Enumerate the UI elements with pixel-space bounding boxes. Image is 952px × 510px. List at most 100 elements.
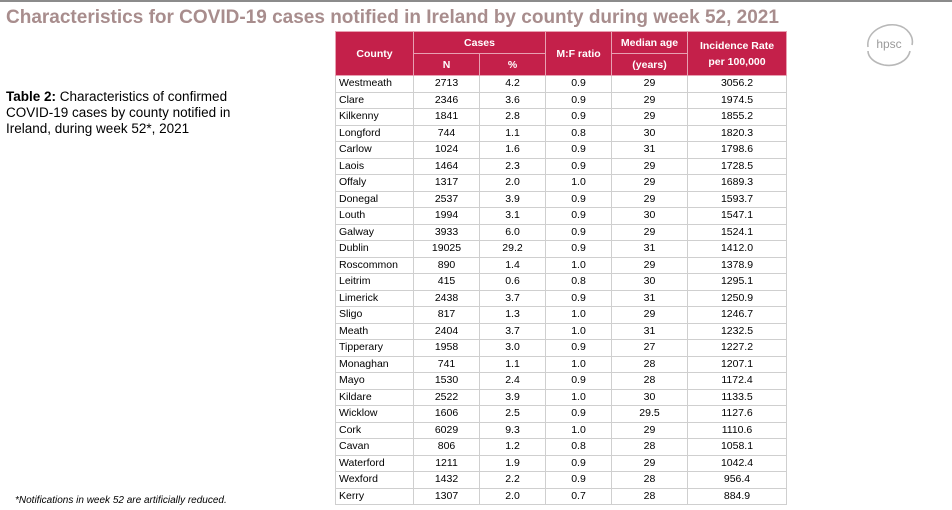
table-row: Meath 2404 3.7 1.0 31 1232.5 (335, 322, 787, 340)
county-table: County Cases M:F ratio Median age Incide… (335, 31, 787, 505)
mf-ratio-cell: 0.9 (545, 141, 612, 159)
incidence-cell: 1232.5 (687, 322, 787, 340)
pct-cell: 4.2 (479, 75, 546, 93)
mf-ratio-cell: 0.9 (545, 207, 612, 225)
median-age-cell: 29 (611, 75, 688, 93)
incidence-cell: 1728.5 (687, 157, 787, 175)
county-cell: Offaly (335, 174, 414, 192)
county-cell: Kildare (335, 388, 414, 406)
table-row: Limerick 2438 3.7 0.9 31 1250.9 (335, 289, 787, 307)
incidence-cell: 1412.0 (687, 240, 787, 258)
top-border (0, 0, 952, 2)
n-cell: 2438 (413, 289, 480, 307)
median-age-cell: 30 (611, 124, 688, 142)
median-age-cell: 29 (611, 454, 688, 472)
county-cell: Cavan (335, 438, 414, 456)
mf-ratio-cell: 0.9 (545, 240, 612, 258)
median-age-cell: 28 (611, 355, 688, 373)
n-cell: 806 (413, 438, 480, 456)
mf-ratio-cell: 0.8 (545, 273, 612, 291)
n-cell: 2537 (413, 190, 480, 208)
county-cell: Westmeath (335, 75, 414, 93)
mf-ratio-cell: 0.9 (545, 405, 612, 423)
table-row: Tipperary 1958 3.0 0.9 27 1227.2 (335, 339, 787, 357)
median-age-cell: 29 (611, 157, 688, 175)
pct-cell: 3.9 (479, 388, 546, 406)
median-age-cell: 28 (611, 438, 688, 456)
county-cell: Wicklow (335, 405, 414, 423)
n-cell: 1211 (413, 454, 480, 472)
table-row: Clare 2346 3.6 0.9 29 1974.5 (335, 91, 787, 109)
incidence-cell: 1798.6 (687, 141, 787, 159)
pct-cell: 2.4 (479, 372, 546, 390)
table-row: Longford 744 1.1 0.8 30 1820.3 (335, 124, 787, 142)
pct-cell: 2.3 (479, 157, 546, 175)
pct-cell: 1.1 (479, 124, 546, 142)
pct-cell: 3.0 (479, 339, 546, 357)
n-cell: 2522 (413, 388, 480, 406)
county-cell: Dublin (335, 240, 414, 258)
table-row: Carlow 1024 1.6 0.9 31 1798.6 (335, 141, 787, 159)
median-age-cell: 30 (611, 388, 688, 406)
pct-cell: 9.3 (479, 421, 546, 439)
mf-ratio-cell: 0.9 (545, 223, 612, 241)
incidence-cell: 1110.6 (687, 421, 787, 439)
header-incidence-line1: Incidence Rate (699, 39, 775, 52)
header-median-age: Median age (611, 31, 688, 54)
mf-ratio-cell: 1.0 (545, 306, 612, 324)
incidence-cell: 3056.2 (687, 75, 787, 93)
pct-cell: 1.2 (479, 438, 546, 456)
mf-ratio-cell: 1.0 (545, 174, 612, 192)
caption-label: Table 2: (6, 89, 57, 104)
county-cell: Roscommon (335, 256, 414, 274)
mf-ratio-cell: 0.9 (545, 108, 612, 126)
incidence-cell: 884.9 (687, 487, 787, 505)
county-cell: Monaghan (335, 355, 414, 373)
pct-cell: 2.2 (479, 471, 546, 489)
n-cell: 2404 (413, 322, 480, 340)
county-cell: Limerick (335, 289, 414, 307)
county-cell: Galway (335, 223, 414, 241)
table-row: Mayo 1530 2.4 0.9 28 1172.4 (335, 372, 787, 390)
median-age-cell: 28 (611, 372, 688, 390)
median-age-cell: 27 (611, 339, 688, 357)
n-cell: 890 (413, 256, 480, 274)
incidence-cell: 1689.3 (687, 174, 787, 192)
table-row: Dublin 19025 29.2 0.9 31 1412.0 (335, 240, 787, 258)
header-n: N (413, 53, 480, 76)
pct-cell: 3.7 (479, 289, 546, 307)
mf-ratio-cell: 1.0 (545, 388, 612, 406)
table-row: Roscommon 890 1.4 1.0 29 1378.9 (335, 256, 787, 274)
n-cell: 1841 (413, 108, 480, 126)
incidence-cell: 1524.1 (687, 223, 787, 241)
incidence-cell: 1246.7 (687, 306, 787, 324)
n-cell: 19025 (413, 240, 480, 258)
incidence-cell: 1378.9 (687, 256, 787, 274)
table-row: Sligo 817 1.3 1.0 29 1246.7 (335, 306, 787, 324)
header-incidence: Incidence Rate per 100,000 (687, 31, 787, 76)
n-cell: 741 (413, 355, 480, 373)
n-cell: 1994 (413, 207, 480, 225)
county-cell: Meath (335, 322, 414, 340)
county-cell: Mayo (335, 372, 414, 390)
n-cell: 1024 (413, 141, 480, 159)
mf-ratio-cell: 0.9 (545, 339, 612, 357)
n-cell: 1317 (413, 174, 480, 192)
pct-cell: 3.7 (479, 322, 546, 340)
incidence-cell: 1820.3 (687, 124, 787, 142)
table-row: Cork 6029 9.3 1.0 29 1110.6 (335, 421, 787, 439)
median-age-cell: 29 (611, 223, 688, 241)
pct-cell: 3.6 (479, 91, 546, 109)
table-row: Waterford 1211 1.9 0.9 29 1042.4 (335, 454, 787, 472)
median-age-cell: 29 (611, 174, 688, 192)
n-cell: 6029 (413, 421, 480, 439)
mf-ratio-cell: 0.9 (545, 75, 612, 93)
incidence-cell: 1295.1 (687, 273, 787, 291)
mf-ratio-cell: 1.0 (545, 355, 612, 373)
incidence-cell: 1172.4 (687, 372, 787, 390)
n-cell: 415 (413, 273, 480, 291)
n-cell: 1464 (413, 157, 480, 175)
table-row: Kildare 2522 3.9 1.0 30 1133.5 (335, 388, 787, 406)
pct-cell: 2.8 (479, 108, 546, 126)
mf-ratio-cell: 0.9 (545, 372, 612, 390)
